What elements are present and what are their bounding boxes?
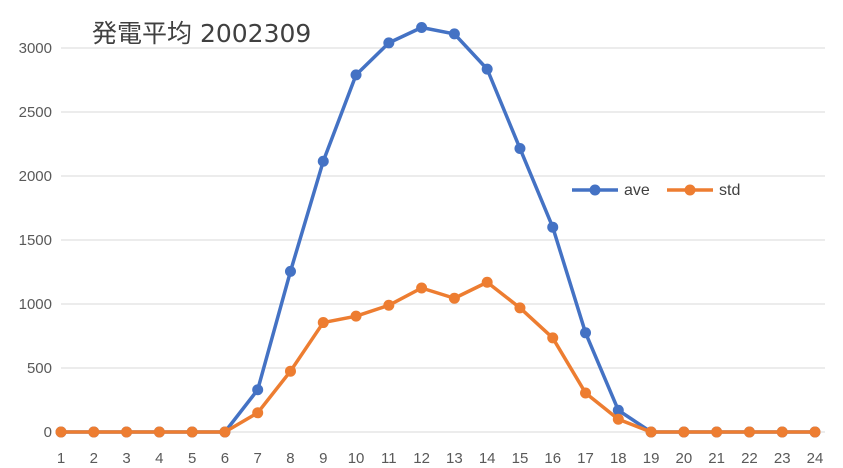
series-layer	[55, 22, 821, 438]
data-point-std	[383, 299, 395, 311]
data-point-std	[678, 426, 690, 438]
data-point-ave	[416, 22, 428, 34]
x-tick-label: 1	[57, 450, 65, 467]
data-point-std	[743, 426, 755, 438]
x-tick-label: 24	[807, 450, 824, 467]
legend-label-std: std	[719, 182, 740, 199]
data-point-std	[416, 282, 428, 294]
y-tick-label: 2000	[19, 168, 52, 185]
chart-title: 発電平均 2002309	[92, 19, 311, 48]
x-tick-label: 6	[221, 450, 229, 467]
y-tick-label: 1500	[19, 232, 52, 249]
data-point-std	[55, 426, 67, 438]
data-point-ave	[481, 63, 493, 75]
data-point-ave	[284, 265, 296, 277]
y-tick-label: 500	[27, 360, 52, 377]
data-point-ave	[580, 327, 592, 339]
x-tick-label: 20	[676, 450, 693, 467]
x-tick-label: 19	[643, 450, 660, 467]
data-point-std	[776, 426, 788, 438]
x-tick-label: 12	[413, 450, 430, 467]
data-point-ave	[252, 384, 264, 396]
x-tick-label: 13	[446, 450, 463, 467]
y-tick-label: 3000	[19, 40, 52, 57]
data-point-std	[547, 332, 559, 344]
x-tick-label: 5	[188, 450, 196, 467]
data-point-ave	[547, 221, 559, 233]
x-tick-label: 21	[708, 450, 725, 467]
legend-marker-std	[684, 184, 696, 196]
data-point-std	[514, 302, 526, 314]
y-tick-label: 2500	[19, 104, 52, 121]
data-point-std	[284, 365, 296, 377]
data-point-std	[121, 426, 133, 438]
x-tick-label: 16	[544, 450, 561, 467]
legend: ave std	[572, 182, 740, 199]
legend-marker-ave	[589, 184, 601, 196]
data-point-std	[448, 292, 460, 304]
data-point-std	[317, 317, 329, 329]
x-tick-label: 10	[348, 450, 365, 467]
data-point-ave	[448, 28, 460, 40]
data-point-ave	[317, 155, 329, 167]
x-tick-label: 3	[122, 450, 130, 467]
data-point-std	[88, 426, 100, 438]
x-axis-tick-labels: 1 2 3 4 5 6 7 8 9 10 11 12 13 14 15 16 17 18 19 20 21 22 23 24	[57, 450, 824, 467]
data-point-std	[153, 426, 165, 438]
x-tick-label: 9	[319, 450, 327, 467]
data-point-std	[186, 426, 198, 438]
x-tick-label: 15	[512, 450, 529, 467]
data-point-std	[252, 407, 264, 419]
gridlines	[61, 47, 825, 433]
y-tick-label: 1000	[19, 296, 52, 313]
legend-entry-ave: ave	[572, 182, 650, 199]
data-point-std	[645, 426, 657, 438]
data-point-ave	[350, 69, 362, 81]
data-point-std	[580, 387, 592, 399]
x-tick-label: 8	[286, 450, 294, 467]
x-tick-label: 11	[381, 450, 397, 467]
data-point-std	[481, 276, 493, 288]
data-point-ave	[514, 142, 526, 154]
data-point-std	[612, 413, 624, 425]
x-tick-label: 22	[741, 450, 758, 467]
x-tick-label: 18	[610, 450, 627, 467]
y-axis-tick-labels: 0 500 1000 1500 2000 2500 3000	[19, 40, 52, 441]
x-tick-label: 2	[90, 450, 98, 467]
data-point-std	[219, 426, 231, 438]
x-tick-label: 14	[479, 450, 496, 467]
data-point-std	[350, 310, 362, 322]
x-tick-label: 4	[155, 450, 163, 467]
legend-label-ave: ave	[624, 182, 650, 199]
data-point-std	[809, 426, 821, 438]
series-std	[55, 276, 821, 438]
x-tick-label: 17	[577, 450, 594, 467]
data-point-ave	[383, 37, 395, 49]
data-point-std	[711, 426, 723, 438]
x-tick-label: 23	[774, 450, 791, 467]
data-point-ave	[612, 404, 624, 416]
x-tick-label: 7	[254, 450, 262, 467]
legend-entry-std: std	[667, 182, 740, 199]
y-tick-label: 0	[44, 424, 52, 441]
